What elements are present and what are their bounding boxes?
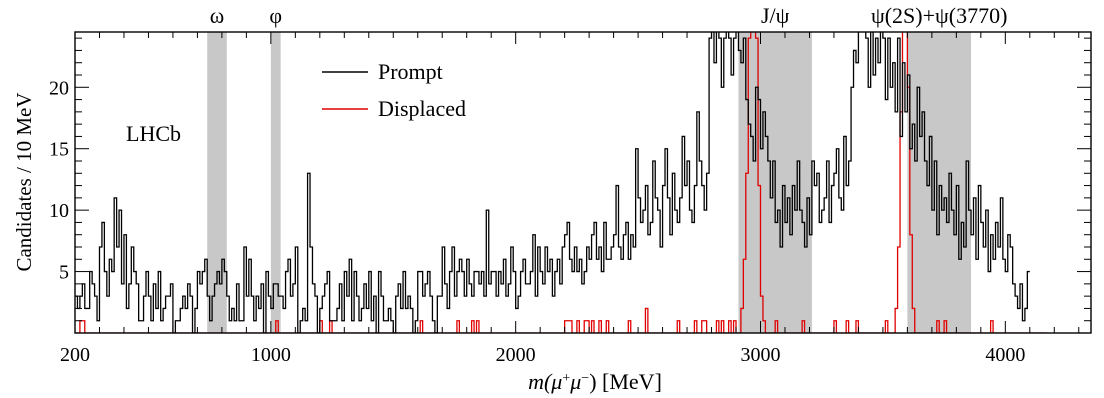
vetoed-regions (207, 32, 972, 333)
vetoed-region-0 (207, 32, 227, 333)
legend-label-displaced: Displaced (378, 96, 466, 121)
region-label-2: J/ψ (761, 3, 790, 28)
x-label-mu2: μ (569, 369, 581, 394)
series-displaced (75, 32, 1047, 333)
series-prompt (75, 32, 1030, 333)
lhcb-watermark: LHCb (126, 121, 181, 146)
region-label-1: φ (269, 3, 282, 28)
x-axis-label: m(μ+μ−) [MeV] (528, 369, 662, 394)
x-tick-label: 4000 (985, 344, 1025, 366)
x-label-unit: [MeV] (597, 369, 662, 394)
y-tick-label: 15 (49, 139, 69, 161)
x-label-plus: + (562, 371, 570, 386)
x-tick-label: 3000 (740, 344, 780, 366)
y-tick-label: 5 (59, 262, 69, 284)
tick-labels: 200 1000 2000 3000 4000 5 10 15 20 (49, 77, 1025, 366)
x-tick-label: 1000 (251, 344, 291, 366)
axis-ticks (74, 32, 1091, 333)
region-label-0: ω (210, 3, 224, 28)
series-layer (75, 32, 1047, 333)
x-tick-label: 200 (60, 344, 90, 366)
x-label-mu: μ (550, 369, 562, 394)
x-label-m: m( (528, 369, 553, 394)
vetoed-region-1 (270, 32, 281, 333)
x-tick-label: 2000 (496, 344, 536, 366)
legend: Prompt Displaced (322, 59, 466, 121)
y-tick-label: 10 (49, 200, 69, 222)
region-label-3: ψ(2S)+ψ(3770) (871, 3, 1008, 28)
y-axis-label: Candidates / 10 MeV (12, 92, 36, 271)
region-labels: ω φ J/ψ ψ(2S)+ψ(3770) (210, 3, 1008, 28)
x-label-minus: − (581, 371, 589, 386)
plot-frame (74, 31, 1092, 334)
vetoed-region-3 (907, 32, 972, 333)
legend-label-prompt: Prompt (378, 59, 443, 84)
y-tick-label: 20 (49, 77, 69, 99)
x-label-close: ) (589, 369, 596, 394)
